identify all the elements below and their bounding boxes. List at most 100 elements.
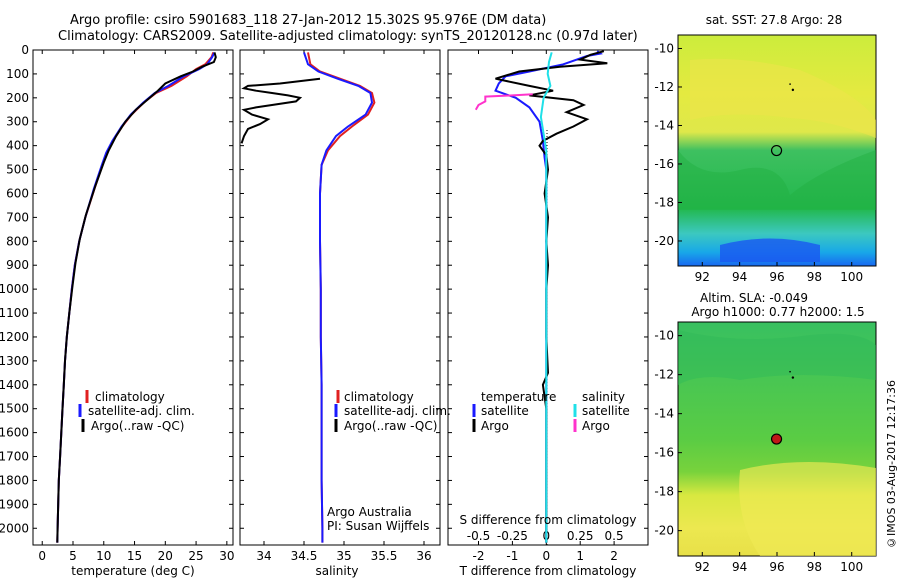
depth-tick-label: 900 <box>6 258 29 272</box>
depth-tick-label: 400 <box>6 139 29 153</box>
sla-map-title: Altim. SLA: -0.049 <box>700 291 808 305</box>
sst-map-panel: sat. SST: 27.8 Argo: 28 92 94 96 98 100 -10 -1… <box>654 13 877 284</box>
sst-map-axis-ticks: 92 94 96 98 100 -10 -12 -14 -16 -18 -20 <box>654 41 863 284</box>
sst-warm-patch <box>690 58 876 138</box>
salinity-series <box>240 52 376 543</box>
legend-label-satellite-adj: satellite-adj. clim. <box>344 404 451 418</box>
lat-tick-label: -16 <box>654 157 674 171</box>
legend-heading-temperature: temperature <box>481 390 556 404</box>
x2-tick-label: -0.5 <box>467 529 490 543</box>
figure-title-line-1: Argo profile: csiro 5901683_118 27-Jan-2… <box>70 13 547 28</box>
series-line-climatology <box>56 52 215 543</box>
depth-tick-label: 2000 <box>0 521 29 535</box>
salinity-x-label: salinity <box>315 564 358 578</box>
sla-map-subtitle: Argo h1000: 0.77 h2000: 1.5 <box>691 305 864 319</box>
temperature-legend: climatology satellite-adj. clim. Argo(..… <box>78 390 195 433</box>
lat-tick-label: -12 <box>654 368 674 382</box>
annotation-pi: PI: Susan Wijffels <box>327 519 429 533</box>
lat-tick-label: -10 <box>654 329 674 343</box>
x-tick-label: 34 <box>256 549 271 563</box>
difference-plot-frame <box>447 49 649 546</box>
salinity-legend: climatology satellite-adj. clim. Argo(..… <box>334 390 451 433</box>
x-tick-label: 5 <box>69 549 77 563</box>
lat-tick-label: -20 <box>654 524 674 538</box>
depth-tick-label: 1200 <box>0 330 29 344</box>
temperature-plot-frame <box>32 49 234 546</box>
lon-tick-label: 94 <box>732 270 747 284</box>
depth-tick-label: 1600 <box>0 426 29 440</box>
figure-title-line-2: Climatology: CARS2009. Satellite-adjuste… <box>58 29 638 44</box>
x-tick-label: -2 <box>473 549 485 563</box>
x-tick-label: 2 <box>610 549 618 563</box>
lat-tick-label: -14 <box>654 407 674 421</box>
lon-tick-label: 96 <box>769 560 784 574</box>
sst-map-title: sat. SST: 27.8 Argo: 28 <box>706 13 843 27</box>
legend-label-temp-argo: Argo <box>481 419 509 433</box>
x2-tick-label: 0.25 <box>567 529 594 543</box>
x-tick-label: 25 <box>188 549 203 563</box>
depth-tick-label: 200 <box>6 91 29 105</box>
depth-tick-label: 0 <box>21 43 29 57</box>
argo-float-marker <box>770 144 783 157</box>
temperature-series <box>56 51 217 543</box>
depth-tick-label: 300 <box>6 115 29 129</box>
x-tick-label: 35.5 <box>371 549 398 563</box>
annotation-argo-australia: Argo Australia <box>327 505 412 519</box>
x-tick-label: -1 <box>506 549 518 563</box>
argo-float-marker <box>770 433 783 445</box>
temperature-axis-ticks: 0100200300400500600700800900100011001200… <box>0 43 234 563</box>
legend-label-climatology: climatology <box>95 390 165 404</box>
legend-label-argo: Argo(..raw -QC) <box>91 419 184 433</box>
difference-axis-ticks: -2 -1 0 1 2-0.5 -0.25 0 0.25 0.5 <box>448 49 648 563</box>
depth-tick-label: 1700 <box>0 450 29 464</box>
depth-tick-label: 1500 <box>0 402 29 416</box>
series-line-argo-raw-qc- <box>240 77 321 144</box>
lon-tick-label: 98 <box>807 560 822 574</box>
lat-tick-label: -18 <box>654 485 674 499</box>
lon-tick-label: 92 <box>695 560 710 574</box>
depth-tick-label: 1300 <box>0 354 29 368</box>
series-line-salinity-satellite <box>539 52 553 543</box>
depth-tick-label: 1000 <box>0 282 29 296</box>
series-line-temperature-satellite <box>494 50 603 543</box>
legend-label-climatology: climatology <box>344 390 414 404</box>
legend-label-sal-satellite: satellite <box>582 404 630 418</box>
sla-green-patch <box>678 330 876 385</box>
track-point <box>791 376 795 379</box>
depth-tick-label: 800 <box>6 234 29 248</box>
series-line-salinity-argo <box>474 93 533 111</box>
lat-tick-label: -14 <box>654 118 674 132</box>
x2-tick-label: 0.5 <box>605 529 624 543</box>
depth-tick-label: 1900 <box>0 497 29 511</box>
depth-tick-label: 600 <box>6 186 29 200</box>
salinity-panel: 34 34.5 35 35.5 36 salinity climatology sate… <box>239 49 451 578</box>
difference-x2-label: S difference from climatology <box>460 513 637 527</box>
track-point <box>791 88 795 92</box>
depth-tick-label: 1800 <box>0 473 29 487</box>
legend-label-argo: Argo(..raw -QC) <box>344 419 437 433</box>
x-tick-label: 36 <box>416 549 431 563</box>
x-tick-label: 35 <box>336 549 351 563</box>
depth-tick-label: 1400 <box>0 378 29 392</box>
sla-map-panel: Altim. SLA: -0.049 Argo h1000: 0.77 h200… <box>654 291 877 574</box>
lon-tick-label: 94 <box>732 560 747 574</box>
lat-tick-label: -12 <box>654 80 674 94</box>
x-tick-label: 30 <box>219 549 234 563</box>
temperature-panel: 0100200300400500600700800900100011001200… <box>0 43 234 578</box>
x-tick-label: 1 <box>576 549 584 563</box>
legend-heading-salinity: salinity <box>582 390 625 404</box>
difference-series <box>474 50 608 543</box>
series-line-temperature-argo <box>495 50 608 543</box>
depth-tick-label: 100 <box>6 67 29 81</box>
sst-map-markers <box>770 83 795 157</box>
x-tick-label: 34.5 <box>291 549 318 563</box>
difference-legend: temperature satellite Argo salinity sate… <box>472 390 630 433</box>
imos-timestamp-watermark: ©IMOS 03-Aug-2017 12:17:36 <box>885 380 898 549</box>
x-tick-label: 0 <box>542 549 550 563</box>
lon-tick-label: 92 <box>695 270 710 284</box>
sst-cold-patch <box>720 238 820 262</box>
lat-tick-label: -10 <box>654 41 674 55</box>
lon-tick-label: 100 <box>840 270 863 284</box>
depth-tick-label: 700 <box>6 210 29 224</box>
